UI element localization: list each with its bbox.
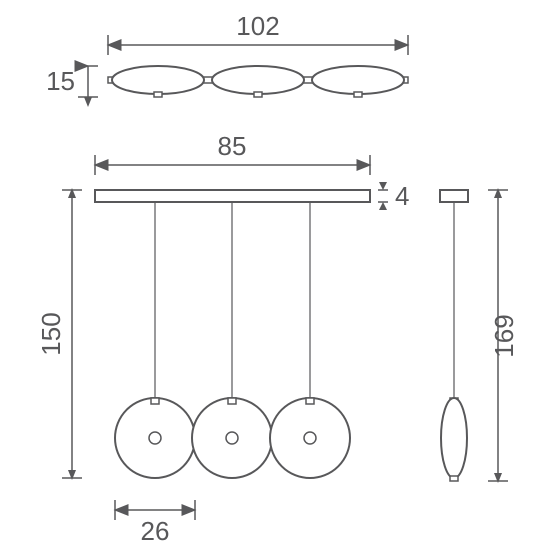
front-canopy bbox=[95, 190, 370, 202]
dim-15: 15 bbox=[46, 66, 75, 96]
dim-85: 85 bbox=[218, 131, 247, 161]
dim-169: 169 bbox=[489, 314, 519, 357]
top-disc-2 bbox=[212, 66, 304, 94]
dim-26: 26 bbox=[141, 516, 170, 546]
dim-4: 4 bbox=[395, 181, 409, 211]
side-canopy bbox=[440, 190, 468, 202]
dimension-diagram: 102 15 85 4 150 26 bbox=[0, 0, 550, 550]
top-disc-3 bbox=[312, 66, 404, 94]
top-disc-1 bbox=[112, 66, 204, 94]
side-disc bbox=[441, 398, 467, 478]
dim-150: 150 bbox=[36, 312, 66, 355]
dim-102: 102 bbox=[236, 11, 279, 41]
